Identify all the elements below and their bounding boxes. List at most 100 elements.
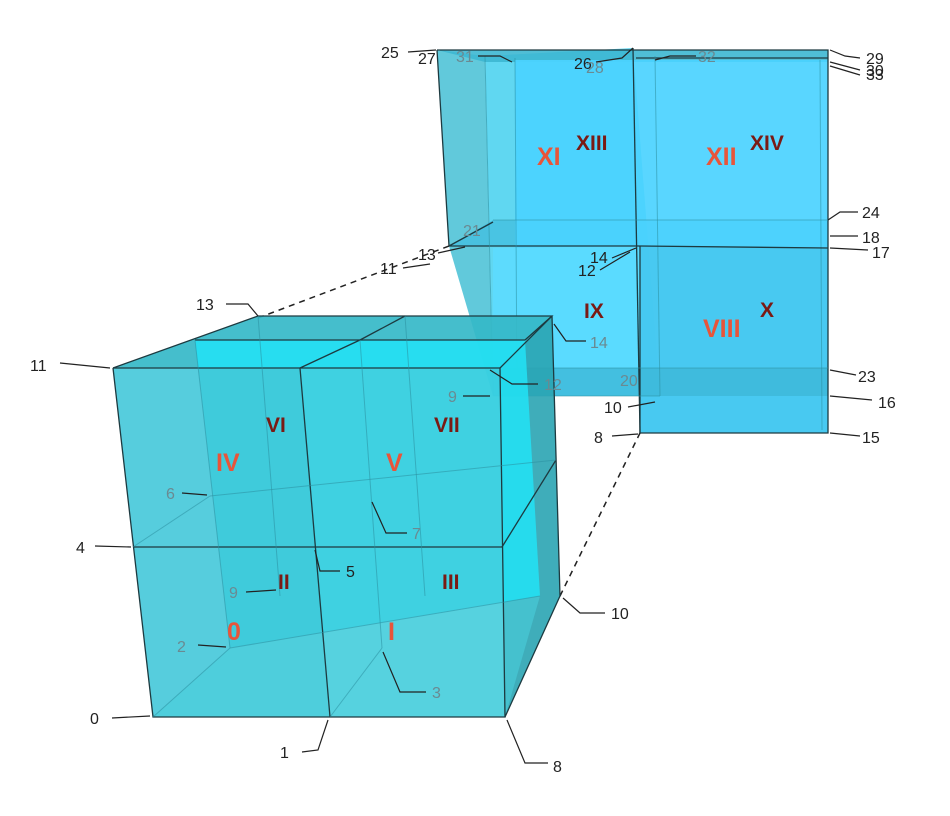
leader-l32 [654, 55, 696, 61]
node-l17-label: 17 [872, 245, 890, 262]
leader-7 [371, 501, 407, 534]
leader-6 [181, 492, 208, 496]
node-l16-label: 16 [878, 395, 896, 412]
leader-l17 [829, 247, 869, 251]
large-cube-node-labels: 8 10 9 12 14 11 13 12 14 20 21 15 16 23 … [380, 45, 896, 447]
node-8-label: 8 [553, 759, 562, 776]
large-edge-mid-vertical [632, 47, 641, 434]
small-inner-edge-5 [132, 495, 211, 548]
node-l12b-label: 12 [578, 263, 596, 280]
node-11-label: 11 [30, 358, 47, 375]
node-l28-label: 28 [586, 60, 604, 77]
leader-l14b [611, 247, 637, 259]
node-l11-label: 11 [380, 261, 397, 278]
small-edge-right [504, 315, 561, 718]
small-edge-right-top [524, 315, 553, 341]
node-l18-label: 18 [862, 230, 880, 247]
node-l27-label: 27 [418, 51, 436, 68]
node-7-label: 7 [412, 526, 421, 543]
node-l8-label: 8 [594, 430, 603, 447]
small-cube [112, 315, 561, 718]
cell-5-label: V [386, 449, 403, 477]
node-6-label: 6 [166, 486, 175, 503]
cell-0-label: 0 [227, 618, 241, 646]
leader-10 [562, 597, 605, 614]
leader-3 [382, 651, 426, 693]
node-l32-label: 32 [698, 49, 716, 66]
cell-7-label: VII [434, 414, 460, 437]
leader-13 [226, 303, 259, 317]
small-inner-edge-9 [404, 315, 426, 597]
small-inner-edge-7 [329, 647, 383, 718]
leader-l26 [595, 47, 634, 63]
large-edge-mid-horizontal [639, 245, 829, 249]
leader-0 [111, 715, 151, 719]
small-bottom-face [153, 596, 540, 717]
cell-14-label: XIV [750, 132, 784, 155]
dashed-line-upper [257, 245, 450, 319]
leader-4 [94, 545, 132, 548]
leader-1 [301, 719, 329, 753]
leader-l15 [829, 432, 861, 437]
node-l33-label: 33 [866, 67, 884, 84]
small-inner-edge-2 [229, 595, 541, 649]
small-inner-edge-1 [194, 339, 231, 649]
large-edge-top [437, 49, 829, 434]
node-l12-label: 12 [544, 377, 562, 394]
small-inner-edge-3 [359, 339, 383, 649]
leader-l30 [829, 61, 861, 71]
node-0-label: 0 [90, 711, 99, 728]
large-inner-edge-7 [819, 59, 823, 431]
node-2-label: 2 [177, 639, 186, 656]
cell-6-label: VI [266, 414, 286, 437]
node-1-label: 1 [280, 745, 289, 762]
node-l10-label: 10 [604, 400, 622, 417]
small-inner-edge-4 [209, 459, 557, 497]
leader-2 [197, 644, 227, 648]
node-l9-label: 9 [448, 389, 457, 406]
small-edge-right-mid [501, 459, 557, 548]
small-inner-edge-6 [152, 647, 231, 718]
node-5-label: 5 [346, 564, 355, 581]
node-l29-label: 29 [866, 51, 884, 68]
leader-l16 [829, 395, 873, 401]
node-4-label: 4 [76, 540, 85, 557]
leader-l33 [829, 65, 861, 76]
node-l31-label: 31 [456, 49, 474, 66]
small-front-left-band [113, 368, 330, 717]
leader-lines [59, 47, 873, 764]
leader-l8 [611, 433, 639, 437]
node-l14b-label: 14 [590, 250, 608, 267]
node-10-label: 10 [611, 606, 629, 623]
leader-8 [506, 719, 548, 764]
large-back-left-face [437, 50, 493, 396]
node-l26-label: 26 [574, 56, 592, 73]
cell-11-label: XI [537, 143, 561, 171]
leader-l13 [437, 246, 466, 254]
leader-l14 [553, 323, 586, 342]
leader-l23 [829, 369, 857, 376]
node-l24-label: 24 [862, 205, 880, 222]
leader-l31 [478, 55, 513, 63]
node-l13-label: 13 [418, 247, 436, 264]
large-inner-edge-3 [654, 55, 661, 397]
leader-l11 [402, 263, 431, 269]
cell-4-label: IV [216, 449, 240, 477]
small-edge-top-mid-3 [359, 315, 406, 341]
cell-12-label: XII [706, 143, 737, 171]
cell-9-label: IX [584, 300, 604, 323]
large-edge-band [448, 221, 494, 247]
small-edge-front-mid-vertical [299, 367, 331, 718]
cell-8-label: VIII [703, 315, 741, 343]
node-l14-label: 14 [590, 335, 608, 352]
cell-13-label: XIII [576, 132, 608, 155]
correspondence-lines [257, 245, 641, 597]
node-13-label: 13 [196, 297, 214, 314]
node-l21-label: 21 [463, 223, 481, 240]
leader-l29 [829, 49, 861, 59]
leader-l25 [407, 49, 437, 53]
node-l23-label: 23 [858, 369, 876, 386]
cell-2-label: II [278, 571, 290, 594]
leader-l24 [827, 211, 858, 221]
